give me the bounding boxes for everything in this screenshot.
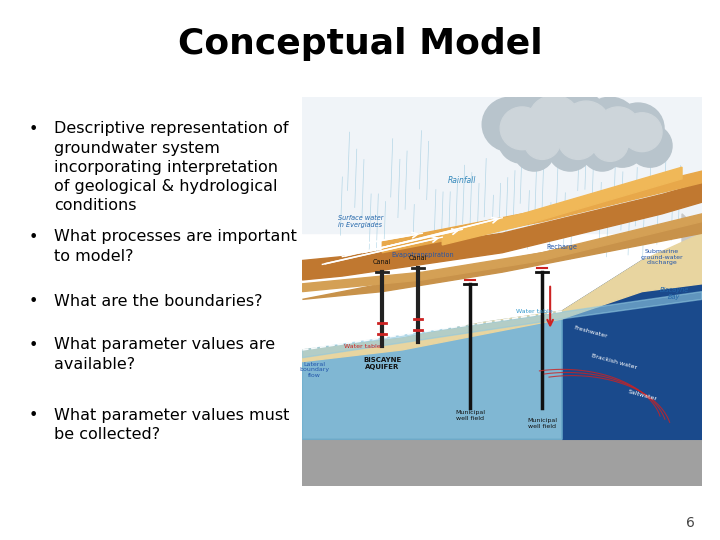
Text: Descriptive representation of
groundwater system
incorporating interpretation
of: Descriptive representation of groundwate… [54, 122, 289, 213]
Polygon shape [302, 440, 702, 486]
Circle shape [562, 101, 610, 148]
Text: Canal: Canal [373, 259, 392, 265]
Circle shape [582, 97, 638, 152]
Circle shape [598, 120, 646, 167]
Polygon shape [562, 260, 702, 440]
Text: Freshwater: Freshwater [572, 326, 608, 339]
Text: Conceptual Model: Conceptual Model [178, 27, 542, 61]
Text: •: • [29, 408, 38, 423]
Text: 6: 6 [686, 516, 695, 530]
Text: •: • [29, 294, 38, 309]
Circle shape [582, 132, 622, 171]
Circle shape [510, 85, 574, 148]
Text: Rainfall: Rainfall [448, 176, 477, 185]
Polygon shape [302, 311, 562, 440]
Circle shape [534, 109, 590, 163]
Text: •: • [29, 230, 38, 245]
Text: Municipal
well field: Municipal well field [527, 418, 557, 429]
Text: Municipal
well field: Municipal well field [455, 410, 485, 421]
Text: Water table: Water table [516, 309, 552, 314]
Circle shape [528, 95, 580, 146]
Text: What parameter values must
be collected?: What parameter values must be collected? [54, 408, 289, 442]
Text: •: • [29, 338, 38, 353]
Text: What processes are important
to model?: What processes are important to model? [54, 230, 297, 264]
Circle shape [612, 103, 664, 153]
Polygon shape [382, 171, 702, 253]
Circle shape [568, 114, 620, 165]
Circle shape [628, 124, 672, 167]
Circle shape [500, 107, 544, 150]
Polygon shape [302, 183, 702, 280]
Text: Recharge: Recharge [546, 244, 577, 250]
Polygon shape [302, 233, 702, 362]
Circle shape [482, 97, 538, 152]
Polygon shape [682, 214, 702, 440]
Polygon shape [302, 214, 702, 292]
Text: What are the boundaries?: What are the boundaries? [54, 294, 263, 309]
Text: BISCAYNE
AQUIFER: BISCAYNE AQUIFER [363, 357, 402, 370]
Text: Surface water
in Everglades: Surface water in Everglades [338, 215, 384, 228]
Polygon shape [302, 97, 702, 233]
Circle shape [524, 124, 560, 159]
Circle shape [558, 120, 598, 159]
Circle shape [592, 126, 628, 161]
Text: Water table: Water table [344, 344, 381, 349]
Polygon shape [442, 167, 682, 245]
Polygon shape [302, 292, 702, 357]
Circle shape [622, 113, 662, 152]
Circle shape [498, 117, 546, 163]
Text: Evapotranspiration: Evapotranspiration [391, 252, 454, 258]
Circle shape [548, 91, 608, 150]
Text: Biscayne
Bay: Biscayne Bay [660, 287, 688, 300]
Text: Canal: Canal [409, 255, 428, 261]
Text: What parameter values are
available?: What parameter values are available? [54, 338, 275, 372]
Circle shape [548, 129, 592, 171]
Text: Saltwater: Saltwater [627, 389, 657, 401]
Text: Brackish water: Brackish water [590, 353, 637, 370]
Text: •: • [29, 122, 38, 137]
Circle shape [596, 107, 640, 150]
Polygon shape [302, 221, 702, 299]
Text: Lateral
boundary
flow: Lateral boundary flow [300, 362, 330, 378]
Text: Submarine
ground-water
discharge: Submarine ground-water discharge [641, 249, 683, 265]
Circle shape [514, 132, 554, 171]
